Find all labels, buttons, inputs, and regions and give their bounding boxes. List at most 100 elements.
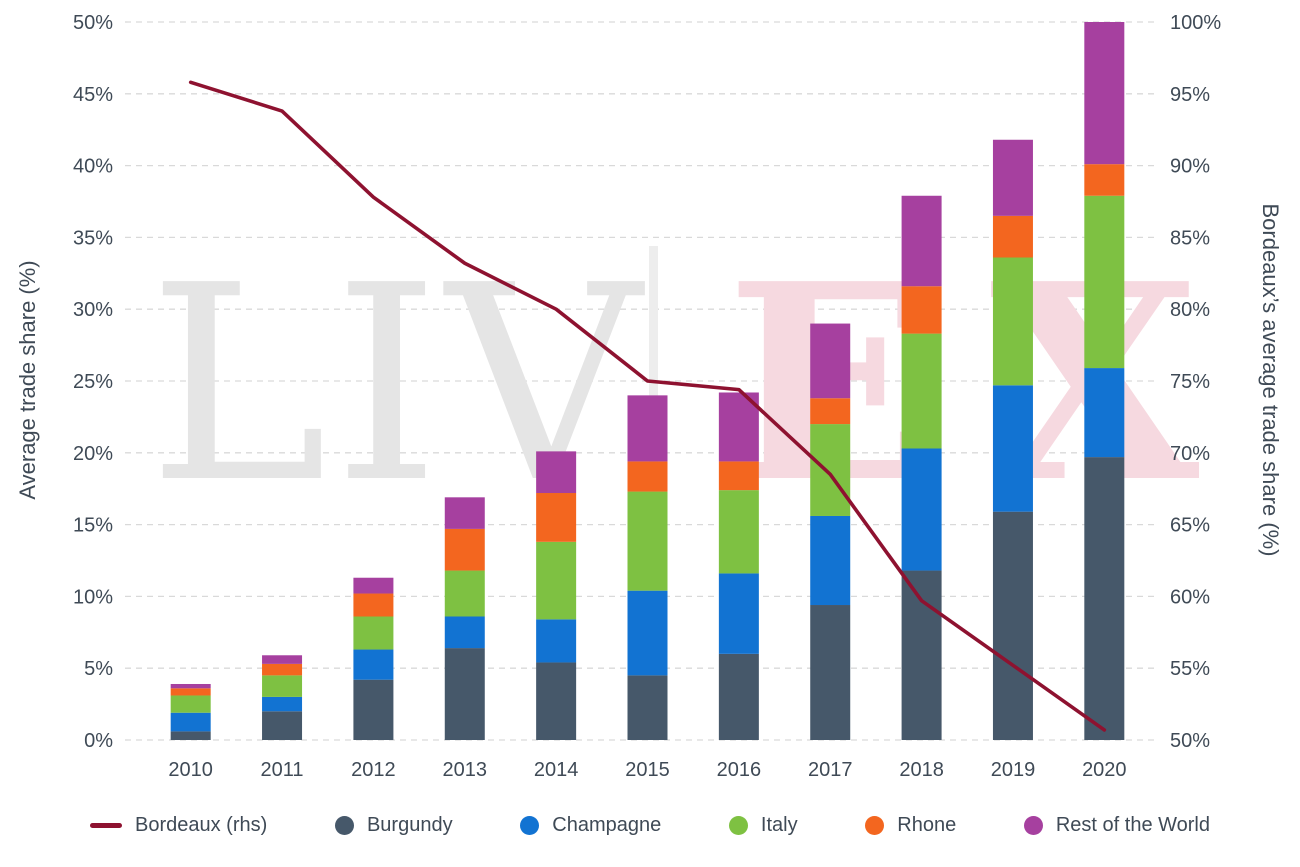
right-axis-tick-90: 90% (1170, 156, 1210, 178)
bar-2013-champagne (444, 616, 485, 649)
bar-2017-champagne (810, 515, 851, 606)
chart-canvas: LIV EX0%5%10%15%20%25%30%35%40%45%50%50%5… (73, 12, 1221, 781)
right-axis-tick-60: 60% (1170, 586, 1210, 608)
left-axis-tick-0: 0% (84, 730, 113, 752)
bar-2016-burgundy (718, 653, 759, 740)
left-axis-tick-20: 20% (73, 443, 113, 465)
left-axis-tick-45: 45% (73, 84, 113, 106)
right-axis-tick-50: 50% (1170, 730, 1210, 752)
legend-italy-swatch (728, 815, 748, 835)
chart-legend: Bordeaux (rhs) Burgundy Champagne Italy Rhon… (0, 795, 1300, 855)
right-axis-tick-65: 65% (1170, 515, 1210, 537)
bar-2015-rhone (627, 461, 668, 492)
bar-2013-rest-of-the-world (444, 497, 485, 529)
x-axis-tick-2011: 2011 (261, 759, 304, 781)
left-axis-tick-10: 10% (73, 586, 113, 608)
bar-2010-rhone (170, 688, 211, 696)
bar-2015-italy (627, 491, 668, 591)
legend-label-rhone: Rhone (897, 813, 957, 836)
bar-2018-rest-of-the-world (901, 195, 942, 287)
bar-2017-rhone (810, 398, 851, 425)
left-axis-tick-40: 40% (73, 156, 113, 178)
right-axis-tick-100: 100% (1170, 12, 1221, 34)
legend-champagne-swatch (520, 815, 540, 835)
right-axis-tick-85: 85% (1170, 227, 1210, 249)
bar-2016-champagne (718, 573, 759, 654)
bar-2011-rhone (262, 663, 303, 676)
legend-rhone-swatch (865, 815, 885, 835)
legend-rest-of-the-world-swatch (1023, 815, 1043, 835)
legend-item-rest-of-the-world: Rest of the World (1023, 813, 1210, 837)
legend-item-burgundy: Burgundy (334, 813, 453, 837)
left-axis-tick-50: 50% (73, 12, 113, 34)
bar-2018-italy (901, 333, 942, 449)
bar-2020-italy (1084, 195, 1125, 369)
bar-2017-italy (810, 424, 851, 516)
right-axis-tick-80: 80% (1170, 299, 1210, 321)
watermark-divider (649, 246, 658, 478)
bordeaux-line (188, 80, 1107, 732)
bar-2017-rest-of-the-world (810, 323, 851, 399)
bar-2015-rest-of-the-world (627, 395, 668, 462)
x-axis-tick-2019: 2019 (991, 759, 1036, 781)
bar-2011-rest-of-the-world (262, 655, 303, 664)
legend-item-champagne: Champagne (520, 814, 661, 837)
bar-2020-champagne (1084, 368, 1125, 458)
bar-2020-rest-of-the-world (1084, 22, 1125, 165)
bar-2014-rest-of-the-world (536, 451, 577, 494)
right-axis-title: Bordeaux’s average trade share (%) (1258, 203, 1283, 557)
x-axis-tick-2017: 2017 (808, 759, 853, 781)
x-axis-tick-2014: 2014 (534, 759, 579, 781)
left-axis-tick-25: 25% (73, 371, 113, 393)
bar-2013-italy (444, 570, 485, 617)
legend-burgundy-swatch (334, 815, 354, 835)
gridlines (125, 21, 1157, 741)
bar-2010-burgundy (170, 731, 211, 740)
right-axis-tick-55: 55% (1170, 658, 1210, 680)
bar-2011-italy (262, 675, 303, 697)
right-axis-tick-75: 75% (1170, 371, 1210, 393)
left-axis-title: Average trade share (%) (15, 260, 40, 500)
bar-2014-rhone (536, 493, 577, 542)
legend-item-rhone: Rhone (865, 814, 956, 837)
bar-2012-burgundy (353, 679, 394, 740)
bar-2018-rhone (901, 286, 942, 334)
x-axis-tick-2020: 2020 (1082, 759, 1127, 781)
legend-label-champagne: Champagne (552, 813, 662, 836)
bar-2020-burgundy (1084, 457, 1125, 740)
x-axis-tick-2013: 2013 (443, 759, 488, 781)
legend-label-rest-of-the-world: Rest of the World (1055, 813, 1210, 836)
legend-item-bordeaux-rhs-: Bordeaux (rhs) (90, 814, 267, 837)
bar-2018-champagne (901, 448, 942, 571)
legend-label-bordeaux-rhs-: Bordeaux (rhs) (135, 813, 268, 836)
bar-2013-rhone (444, 528, 485, 571)
bar-2014-champagne (536, 619, 577, 663)
bar-2018-burgundy (901, 570, 942, 740)
bar-2012-champagne (353, 649, 394, 680)
legend-label-burgundy: Burgundy (366, 813, 453, 836)
bar-2016-rhone (718, 461, 759, 491)
bar-2010-italy (170, 695, 211, 713)
bar-2013-burgundy (444, 648, 485, 740)
bar-2011-burgundy (262, 711, 303, 740)
right-axis-tick-70: 70% (1170, 443, 1210, 465)
bar-2012-italy (353, 616, 394, 650)
x-axis-tick-2018: 2018 (899, 759, 944, 781)
axis-tick-labels: 0% 5% 10% 15% 20% 25% 30% 35% 40% 45% 50% 50% 55% 60%… (73, 12, 1221, 781)
bar-2014-burgundy (536, 662, 577, 740)
left-axis-tick-5: 5% (84, 658, 113, 680)
bar-2010-champagne (170, 712, 211, 732)
right-axis-tick-95: 95% (1170, 84, 1210, 106)
stacked-bars (170, 22, 1125, 740)
legend-label-italy: Italy (760, 813, 798, 836)
bar-2019-rhone (992, 215, 1033, 258)
bar-2019-burgundy (992, 511, 1033, 740)
x-axis-tick-2010: 2010 (168, 759, 213, 781)
bar-2014-italy (536, 541, 577, 620)
left-axis-tick-15: 15% (73, 515, 113, 537)
bar-2016-italy (718, 490, 759, 574)
left-axis-tick-30: 30% (73, 299, 113, 321)
bar-2019-italy (992, 257, 1033, 386)
bar-2011-champagne (262, 696, 303, 712)
